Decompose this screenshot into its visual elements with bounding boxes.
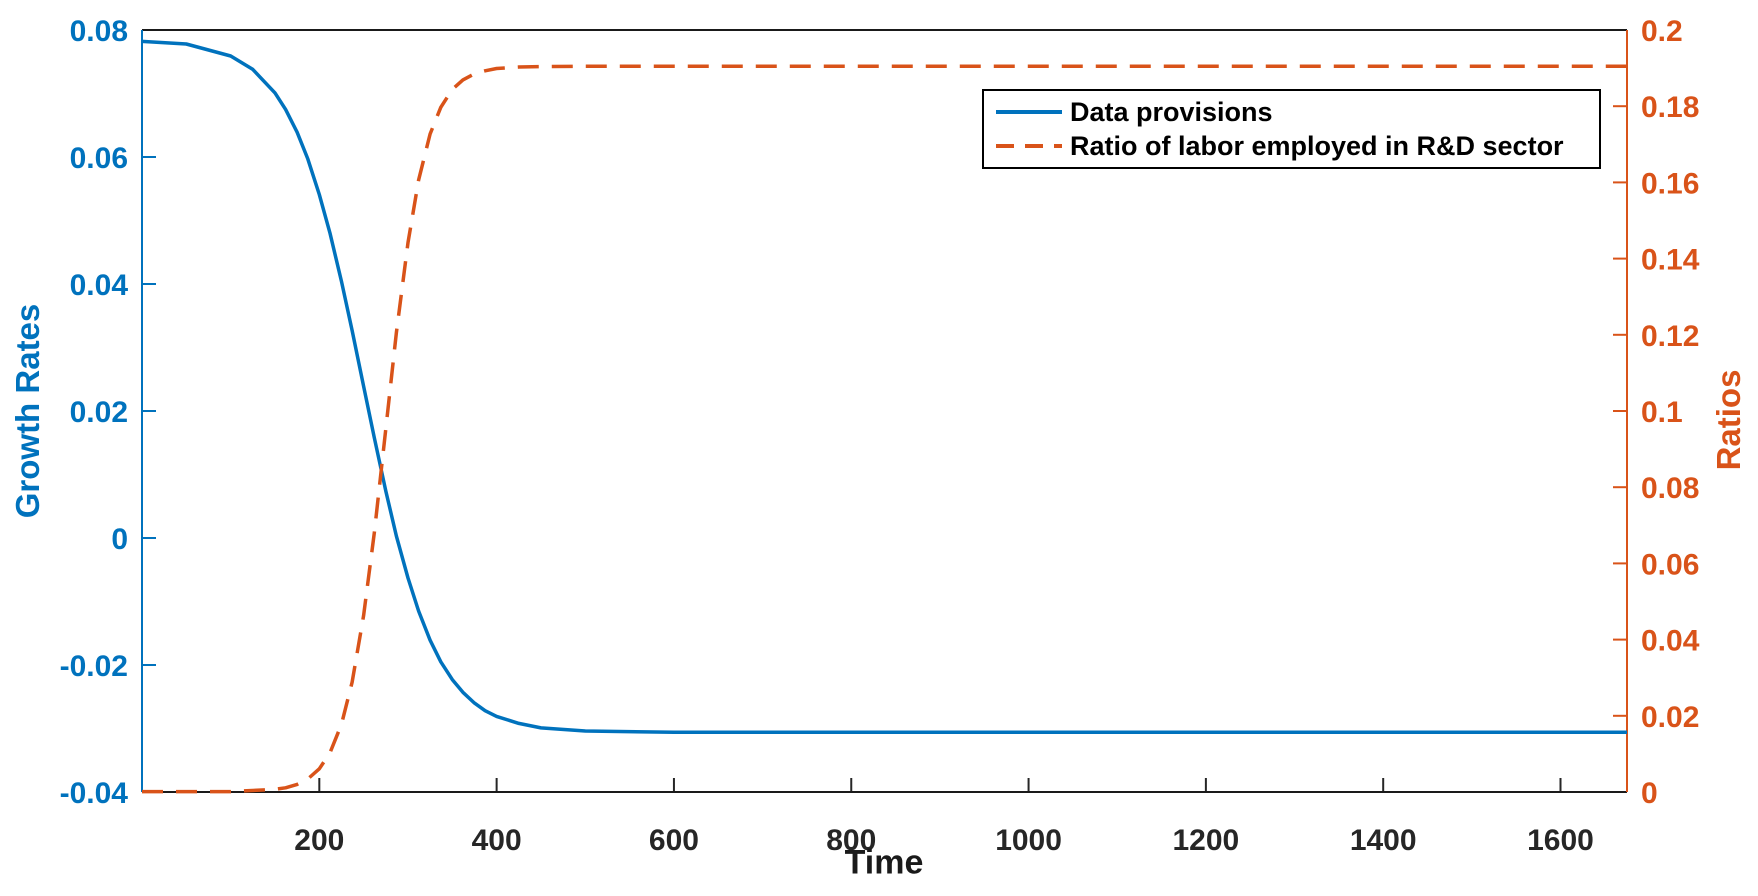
- x-tick-label: 1400: [1350, 824, 1417, 857]
- legend-line-sample-solid: [996, 110, 1062, 114]
- right-y-tick-label: 0.02: [1641, 701, 1699, 734]
- left-y-tick-label: -0.02: [60, 650, 128, 683]
- series-line-growth-rates: [141, 39, 1627, 735]
- left-y-tick-label: 0.04: [70, 269, 129, 302]
- left-y-tick-label: -0.04: [60, 777, 129, 810]
- series-line-rd-ratio: [142, 64, 1627, 794]
- x-tick-label: 1000: [995, 824, 1062, 857]
- right-y-tick-label: 0.18: [1641, 91, 1699, 124]
- left-y-tick-label: 0.08: [70, 15, 128, 48]
- legend-line-sample-dashed: [996, 144, 1062, 148]
- right-y-tick-label: 0.14: [1641, 244, 1700, 277]
- x-axis-title: Time: [844, 843, 924, 882]
- left-y-tick-label: 0: [111, 523, 128, 556]
- legend-label: Data provisions: [1070, 96, 1273, 127]
- x-tick-label: 1600: [1527, 824, 1594, 857]
- x-tick-label: 800: [826, 824, 876, 857]
- x-tick-label: 400: [472, 824, 522, 857]
- left-y-tick-label: 0.06: [70, 142, 128, 175]
- right-y-tick-label: 0.08: [1641, 472, 1699, 505]
- right-y-tick-label: 0.06: [1641, 548, 1699, 581]
- left-y-axis-title: Growth Rates: [9, 303, 46, 519]
- x-tick-label: 600: [649, 824, 699, 857]
- left-y-tick-label: 0.02: [70, 396, 128, 429]
- right-y-tick-label: 0: [1641, 777, 1658, 810]
- right-y-tick-label: 0.04: [1641, 625, 1700, 658]
- legend-label: Ratio of labor employed in R&D sector: [1070, 130, 1564, 161]
- right-y-tick-label: 0.16: [1641, 167, 1699, 200]
- legend-entry-rd-ratio: Ratio of labor employed in R&D sector: [996, 130, 1593, 161]
- x-tick-label: 200: [294, 824, 344, 857]
- right-y-tick-label: 0.2: [1641, 15, 1683, 48]
- right-y-axis-title: Ratios: [1710, 369, 1747, 471]
- legend: Data provisions Ratio of labor employed …: [982, 89, 1601, 169]
- x-tick-label: 1200: [1173, 824, 1240, 857]
- right-y-tick-label: 0.1: [1641, 396, 1683, 429]
- legend-entry-data-provisions: Data provisions: [996, 96, 1593, 127]
- right-y-tick-label: 0.12: [1641, 320, 1699, 353]
